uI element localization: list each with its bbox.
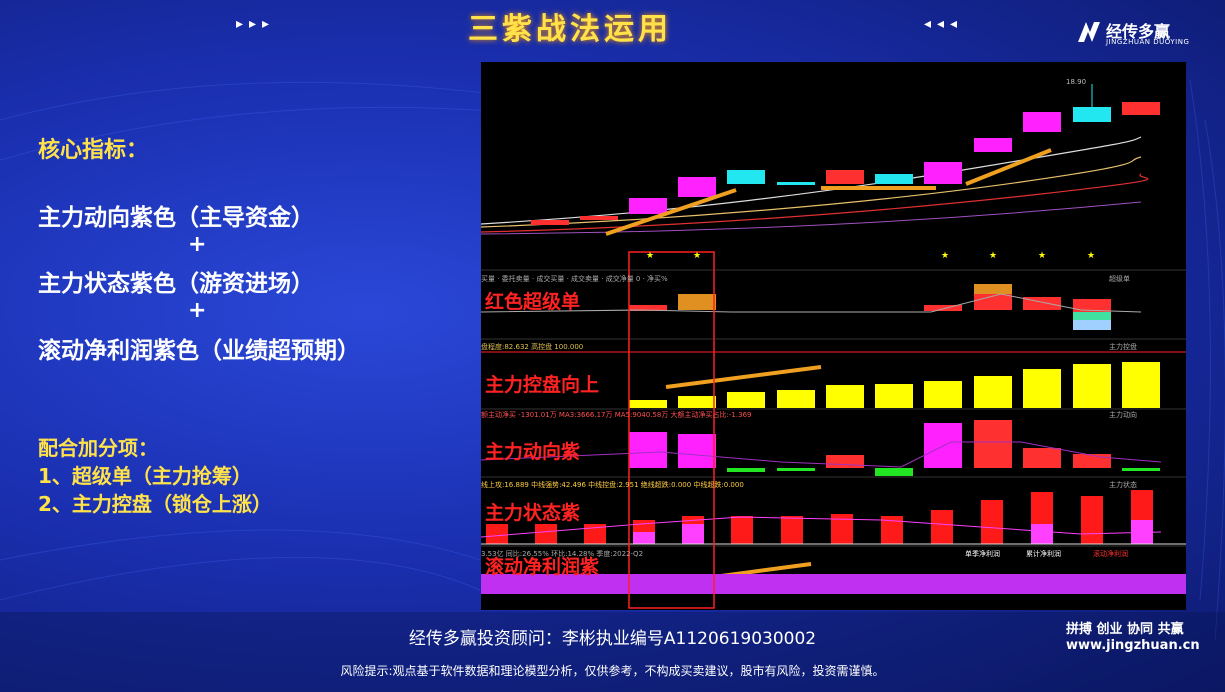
website: www.jingzhuan.cn	[1066, 638, 1200, 653]
candles	[531, 84, 1160, 225]
svg-text:★: ★	[941, 251, 949, 261]
plus-1: +	[188, 232, 207, 257]
svg-text:★: ★	[1087, 251, 1095, 261]
bonus-item-2: 2、主力控盘（锁仓上涨）	[38, 492, 272, 516]
panel4-header: 线上攻:16.889 中线强势:42.496 中线控盘:2.951 绝线超跌:0…	[481, 481, 744, 489]
core-line-3: 滚动净利润紫色（业绩超预期）	[38, 338, 360, 364]
core-line-2: 主力状态紫色（游资进场）	[38, 271, 314, 297]
panel1-label: 红色超级单	[485, 291, 581, 313]
svg-text:★: ★	[989, 251, 997, 261]
slogan: 拼搏 创业 协同 共赢	[1066, 622, 1184, 637]
core-line-1: 主力动向紫色（主导资金）	[38, 205, 314, 231]
footer-band	[0, 612, 1225, 692]
panel1-name: 超级单	[1109, 275, 1130, 283]
page-title: 三紫战法运用	[468, 12, 672, 47]
tab-cumulative[interactable]: 累计净利润	[1026, 550, 1061, 558]
stock-chart: ★ ★ ★ ★ ★ ★ 18.90 买量 · 委托卖量 · 成交买量 · 成交卖量 ·…	[481, 62, 1186, 610]
risk-text: 风险提示:观点基于软件数据和理论模型分析，仅供参考，不构成买卖建议，股市有风险，…	[340, 664, 885, 678]
panel4-label: 主力状态紫	[485, 502, 581, 524]
price-label: 18.90	[1066, 78, 1087, 86]
panel3-label: 主力动向紫	[485, 441, 581, 463]
advisor-text: 经传多赢投资顾问：李彬执业编号A1120619030002	[408, 629, 817, 649]
panel2-name: 主力控盘	[1109, 343, 1137, 351]
svg-text:★: ★	[693, 251, 701, 261]
panel4-name: 主力状态	[1109, 481, 1137, 489]
logo-sub: JINGZHUAN DUOYING	[1106, 38, 1190, 46]
bonus-item-1: 1、超级单（主力抢筹）	[38, 464, 252, 488]
decor-arrows-right: ◂◂◂	[924, 16, 964, 32]
panel5-label: 滚动净利润紫	[485, 556, 600, 578]
tab-single-quarter[interactable]: 单季净利润	[965, 550, 1000, 558]
panel2-label: 主力控盘向上	[485, 374, 600, 396]
panel5-header: 3.53亿 同比:26.55% 环比:14.28% 季度:2022-Q2	[481, 550, 644, 558]
panel3-header: 额主动净买 -1301.01万 MA3:3666.17万 MA5:9040.58…	[481, 411, 752, 419]
svg-text:★: ★	[1038, 251, 1046, 261]
core-heading: 核心指标：	[38, 138, 149, 163]
logo-name: 经传多赢	[1106, 22, 1171, 41]
logo-mark-icon	[1078, 22, 1100, 42]
panel2-header: 盘程度:82.632 高控盘 100.000	[481, 343, 584, 351]
chart-canvas: ★ ★ ★ ★ ★ ★	[481, 84, 1186, 609]
decor-arrows-left: ▸▸▸	[236, 16, 276, 32]
bonus-heading: 配合加分项：	[38, 436, 158, 460]
panel1-header: 买量 · 委托卖量 · 成交买量 · 成交卖量 · 成交净量 0 · 净买%	[481, 275, 668, 283]
tab-rolling[interactable]: 滚动净利润	[1093, 550, 1128, 558]
brand-logo: 经传多赢 JINGZHUAN DUOYING	[1076, 18, 1196, 48]
plus-2: +	[188, 298, 207, 323]
svg-text:★: ★	[646, 251, 654, 261]
panel3-name: 主力动向	[1109, 411, 1137, 419]
